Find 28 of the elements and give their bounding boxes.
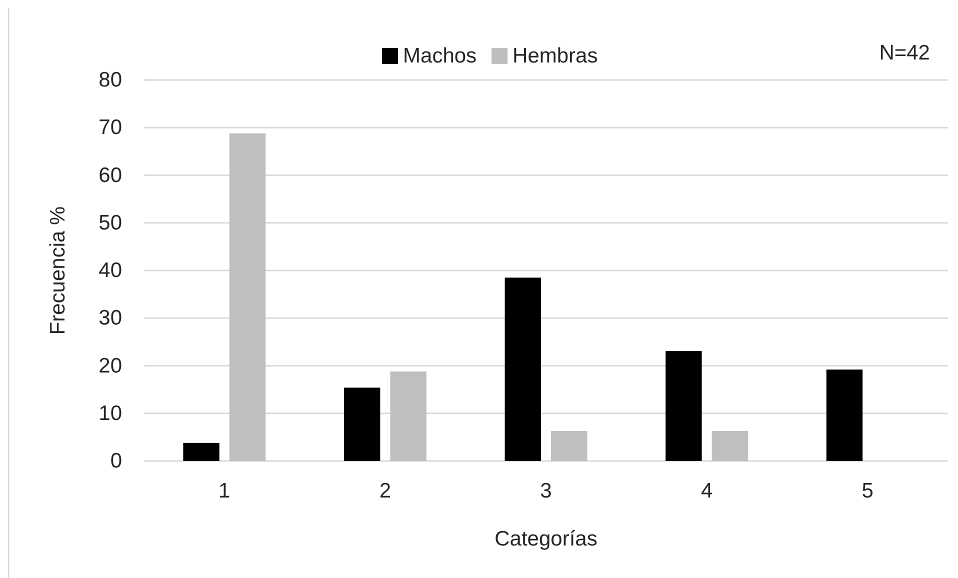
y-tick-label: 10 [98, 402, 122, 425]
bar [229, 133, 266, 461]
bar [666, 350, 702, 461]
bar [826, 370, 863, 461]
legend-label: Hembras [512, 44, 598, 68]
y-tick-label: 60 [98, 164, 122, 187]
x-tick-label: 5 [862, 480, 874, 502]
bar [712, 430, 748, 461]
bar [551, 430, 588, 461]
y-tick-label: 70 [98, 116, 122, 140]
y-tick-label: 20 [98, 354, 122, 378]
y-tick-label: 30 [98, 306, 122, 330]
x-tick-label: 2 [379, 480, 392, 502]
y-tick-label: 50 [98, 211, 122, 234]
y-tick-label: 80 [98, 68, 122, 92]
text: N=42 [879, 42, 930, 64]
y-tick-label: 0 [110, 450, 122, 472]
y-axis-title: Frecuencia % [46, 206, 70, 335]
bar [390, 371, 426, 461]
bar [183, 442, 220, 461]
x-tick-label: 1 [218, 480, 230, 502]
x-tick-label: 4 [700, 480, 713, 502]
y-tick-label: 40 [98, 259, 122, 282]
bar [504, 278, 541, 461]
x-tick-label: 3 [540, 480, 552, 502]
bar [344, 388, 380, 461]
legend-label: Machos [403, 44, 477, 68]
x-axis-title: Categorías [494, 528, 598, 550]
